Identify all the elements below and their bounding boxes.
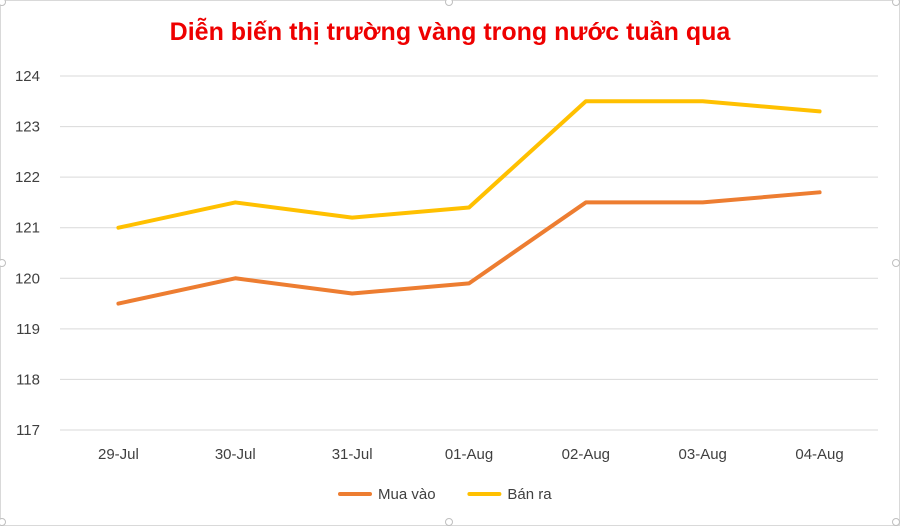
resize-handle[interactable] (892, 259, 900, 267)
resize-handle[interactable] (445, 0, 453, 6)
x-tick-label: 29-Jul (98, 446, 139, 463)
x-tick-label: 02-Aug (562, 446, 610, 463)
legend-label: Bán ra (507, 486, 552, 503)
series-line (116, 190, 822, 306)
x-tick-label: 30-Jul (215, 446, 256, 463)
y-tick-label: 121 (15, 220, 40, 237)
resize-handle[interactable] (892, 518, 900, 526)
resize-handle[interactable] (445, 518, 453, 526)
y-axis-ticks: 117 118 119 120 121 122 123 124 (15, 68, 40, 439)
resize-handle[interactable] (0, 0, 6, 6)
x-axis-ticks: 29-Jul 30-Jul 31-Jul 01-Aug 02-Aug 03-Aug 04-A… (98, 446, 844, 463)
y-tick-label: 123 (15, 119, 40, 136)
resize-handle[interactable] (892, 0, 900, 6)
series-line (116, 99, 822, 230)
resize-handle[interactable] (0, 518, 6, 526)
chart-title: Diễn biến thị trường vàng trong nước tuầ… (169, 18, 731, 46)
y-tick-label: 122 (15, 169, 40, 186)
x-tick-label: 01-Aug (445, 446, 493, 463)
y-tick-label: 124 (15, 68, 40, 85)
legend: Mua vào Bán ra (338, 486, 552, 503)
y-tick-label: 117 (16, 422, 40, 439)
resize-handle[interactable] (0, 259, 6, 267)
x-tick-label: 04-Aug (795, 446, 843, 463)
series-lines (116, 99, 822, 306)
x-tick-label: 31-Jul (332, 446, 373, 463)
legend-label: Mua vào (378, 486, 436, 503)
y-tick-label: 119 (16, 321, 40, 338)
x-tick-label: 03-Aug (679, 446, 727, 463)
y-tick-label: 120 (15, 270, 40, 287)
y-tick-label: 118 (16, 371, 40, 388)
gridlines (60, 75, 878, 431)
